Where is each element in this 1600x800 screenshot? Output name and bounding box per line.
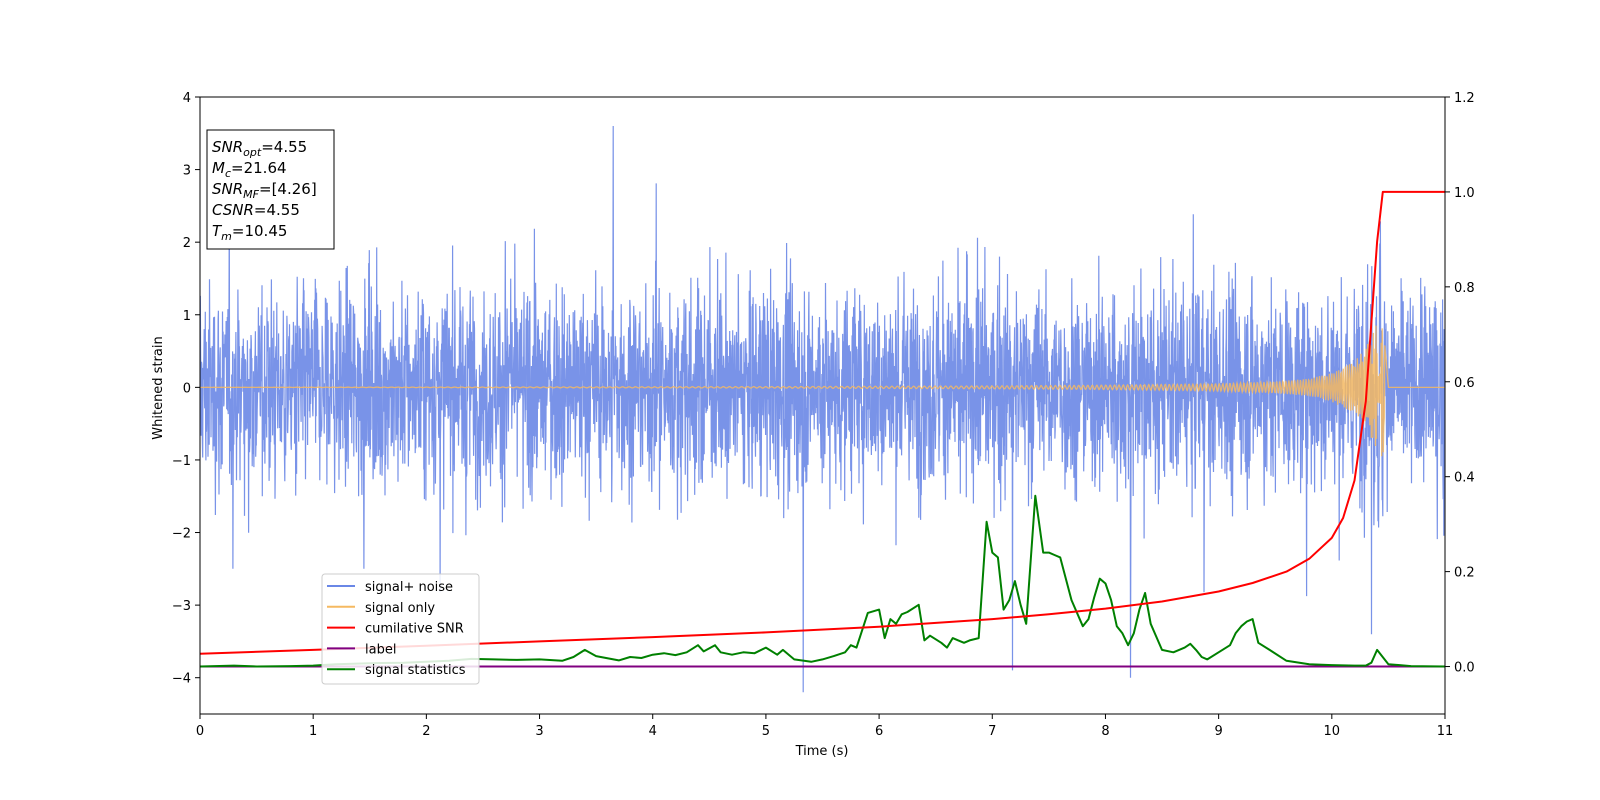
axes-border bbox=[199, 96, 1446, 715]
x-axis-label: Time (s) bbox=[795, 744, 849, 759]
x-tick-label: 10 bbox=[1324, 724, 1341, 739]
y-axis-left: −4 −3 −2 −1 0 1 2 3 4 bbox=[172, 91, 200, 687]
series-signal-statistics bbox=[200, 494, 1445, 668]
annotation-frame bbox=[206, 129, 335, 250]
annotation-line: CSNR=4.55 bbox=[212, 201, 300, 219]
y-tick-label: 3 bbox=[183, 164, 191, 179]
annotation-box: SNRopt=4.55Mc=21.64SNRMF=[4.26]CSNR=4.55… bbox=[206, 129, 335, 250]
x-tick-label: 1 bbox=[309, 724, 317, 739]
y2-tick-label: 0.2 bbox=[1454, 566, 1475, 581]
annotation-line: Mc=21.64 bbox=[212, 159, 287, 180]
y-tick-label: 2 bbox=[183, 236, 191, 251]
y2-tick-label: 0.6 bbox=[1454, 376, 1475, 391]
y-tick-label: 1 bbox=[183, 309, 191, 324]
y-tick-label: 4 bbox=[183, 91, 191, 106]
x-tick-label: 0 bbox=[196, 724, 204, 739]
y2-tick-label: 0.0 bbox=[1454, 661, 1475, 676]
y-axis-right: 0.0 0.2 0.4 0.6 0.8 1.0 1.2 bbox=[1445, 91, 1475, 676]
series-cumilative-snr bbox=[200, 190, 1445, 655]
x-tick-label: 2 bbox=[422, 724, 430, 739]
y-tick-label: −1 bbox=[172, 454, 191, 469]
y2-tick-label: 0.8 bbox=[1454, 281, 1475, 296]
signal-only-line bbox=[200, 325, 1445, 457]
series-signal-only bbox=[200, 325, 1445, 457]
x-axis: 0 1 2 3 4 5 6 7 8 9 10 11 bbox=[196, 714, 1453, 739]
annotation-line: Tm=10.45 bbox=[212, 222, 287, 243]
legend-entry: signal only bbox=[365, 601, 435, 616]
legend-entry: signal statistics bbox=[365, 663, 466, 678]
legend-entry: label bbox=[365, 642, 396, 657]
x-tick-label: 9 bbox=[1214, 724, 1222, 739]
x-tick-label: 8 bbox=[1101, 724, 1109, 739]
legend-frame bbox=[321, 573, 480, 685]
annotation-line: SNRMF=[4.26] bbox=[212, 180, 317, 201]
legend-entry: cumilative SNR bbox=[365, 622, 464, 637]
legend-entry: signal+ noise bbox=[365, 580, 453, 595]
legend: signal+ noise signal only cumilative SNR la… bbox=[321, 573, 480, 685]
y-tick-label: −3 bbox=[172, 599, 191, 614]
y2-tick-label: 1.2 bbox=[1454, 91, 1475, 106]
cumilative-snr-line bbox=[200, 190, 1445, 655]
x-tick-label: 3 bbox=[535, 724, 543, 739]
y-tick-label: 0 bbox=[183, 381, 191, 396]
x-tick-label: 6 bbox=[875, 724, 883, 739]
x-tick-label: 4 bbox=[649, 724, 657, 739]
x-tick-label: 5 bbox=[762, 724, 770, 739]
y2-tick-label: 1.0 bbox=[1454, 186, 1475, 201]
y2-tick-label: 0.4 bbox=[1454, 471, 1475, 486]
x-tick-label: 7 bbox=[988, 724, 996, 739]
y-axis-label: Whitened strain bbox=[151, 336, 166, 439]
y-tick-label: −2 bbox=[172, 527, 191, 542]
signal-statistics-line bbox=[200, 494, 1445, 668]
y-tick-label: −4 bbox=[172, 672, 191, 687]
axes-frame bbox=[199, 96, 1446, 715]
x-tick-label: 11 bbox=[1437, 724, 1454, 739]
annotation-line: SNRopt=4.55 bbox=[212, 138, 307, 159]
